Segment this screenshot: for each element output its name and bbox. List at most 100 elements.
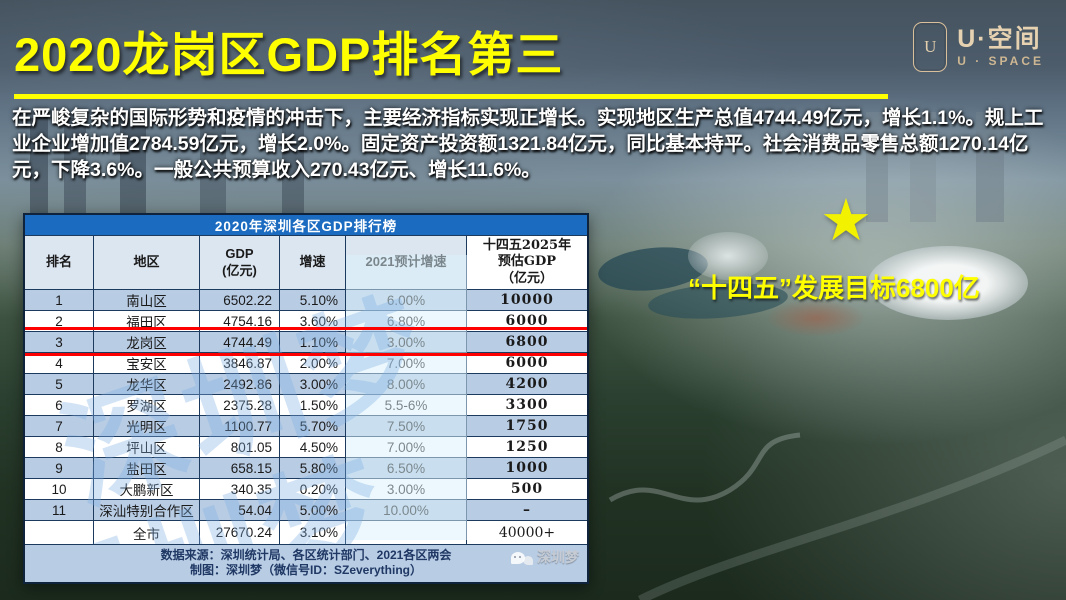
table-cell: 6000 <box>467 310 587 331</box>
table-cell: 2375.28 <box>200 394 280 415</box>
table-cell: 658.15 <box>200 457 280 478</box>
table-footer: 数据来源：深圳统计局、各区统计部门、2021各区两会 制图：深圳梦（微信号ID：… <box>25 544 587 582</box>
gdp-ranking-table: 2020年深圳各区GDP排行榜 排名 地区 GDP (亿元) 增速 2021预计… <box>23 213 589 584</box>
table-cell: 1000 <box>467 457 587 478</box>
table-cell: 4744.49 <box>200 331 280 352</box>
river-road-shape <box>608 432 1066 600</box>
column-header: 十四五2025年 预估GDP （亿元） <box>467 235 587 289</box>
table-cell: 3846.87 <box>200 352 280 373</box>
table-cell: 8.00% <box>346 373 467 394</box>
table-row: 10 大鹏新区 340.35 0.20% 3.00% 500 <box>25 478 587 499</box>
credit-line: 制图：深圳梦（微信号ID：SZeverything） <box>189 563 423 577</box>
table-row: 6 罗湖区 2375.28 1.50% 5.5-6% 3300 <box>25 394 587 415</box>
table-cell: 2 <box>25 310 94 331</box>
table-cell: 1.10% <box>280 331 346 352</box>
table-cell: 6.50% <box>346 457 467 478</box>
table-cell: 3300 <box>467 394 587 415</box>
table-cell: 5 <box>25 373 94 394</box>
goal-label: “十四五”发展目标6800亿 <box>688 273 980 303</box>
table-cell: 7 <box>25 415 94 436</box>
table-cell: – <box>467 499 587 520</box>
table-cell: 3.00% <box>346 331 467 352</box>
table-cell <box>346 520 467 544</box>
table-cell: 宝安区 <box>94 352 200 373</box>
table-cell: 10000 <box>467 289 587 310</box>
wechat-icon <box>523 555 533 565</box>
table-cell: 福田区 <box>94 310 200 331</box>
table-cell: 0.20% <box>280 478 346 499</box>
table-cell: 罗湖区 <box>94 394 200 415</box>
column-header: 2021预计增速 <box>346 235 467 289</box>
table-cell: 5.10% <box>280 289 346 310</box>
table-cell: 27670.24 <box>200 520 280 544</box>
table-cell: 1.50% <box>280 394 346 415</box>
table-cell: 10 <box>25 478 94 499</box>
table-cell: 坪山区 <box>94 436 200 457</box>
table-cell: 5.80% <box>280 457 346 478</box>
table-cell: 6000 <box>467 352 587 373</box>
table-cell: 光明区 <box>94 415 200 436</box>
table-cell: 10.00% <box>346 499 467 520</box>
table-cell: 3.60% <box>280 310 346 331</box>
table-cell: 6 <box>25 394 94 415</box>
table-row: 7 光明区 1100.77 5.70% 7.50% 1750 <box>25 415 587 436</box>
table-cell: 340.35 <box>200 478 280 499</box>
table-cell: 40000+ <box>467 520 587 544</box>
table-cell: 4754.16 <box>200 310 280 331</box>
table-row: 3 龙岗区 4744.49 1.10% 3.00% 6800 <box>25 331 587 352</box>
table-row: 2 福田区 4754.16 3.60% 6.80% 6000 <box>25 310 587 331</box>
table-cell: 3.00% <box>346 478 467 499</box>
table-row: 1 南山区 6502.22 5.10% 6.00% 10000 <box>25 289 587 310</box>
table-cell: 6.00% <box>346 289 467 310</box>
table-cell: 7.00% <box>346 352 467 373</box>
table-cell: 1100.77 <box>200 415 280 436</box>
table-cell: 4.50% <box>280 436 346 457</box>
table-cell: 深汕特别合作区 <box>94 499 200 520</box>
slide-title: 2020龙岗区GDP排名第三 <box>14 28 564 81</box>
table-cell: 1750 <box>467 415 587 436</box>
table-cell: 6.80% <box>346 310 467 331</box>
table-cell: 6800 <box>467 331 587 352</box>
table-title: 2020年深圳各区GDP排行榜 <box>25 215 587 235</box>
table-cell: 500 <box>467 478 587 499</box>
table-row: 4 宝安区 3846.87 2.00% 7.00% 6000 <box>25 352 587 373</box>
uspace-badge-icon: U <box>913 22 948 72</box>
table-cell: 2.00% <box>280 352 346 373</box>
wechat-icon <box>511 551 525 564</box>
table-cell: 6502.22 <box>200 289 280 310</box>
star-icon: ★ <box>820 188 872 253</box>
table-cell: 全市 <box>94 520 200 544</box>
uspace-logo: U U·空间 U · SPACE <box>913 22 1044 72</box>
wechat-account-name: 深圳梦 <box>537 549 579 565</box>
table-cell: 5.70% <box>280 415 346 436</box>
table-cell: 3.00% <box>280 373 346 394</box>
table-cell: 7.50% <box>346 415 467 436</box>
table-cell: 2492.86 <box>200 373 280 394</box>
table-row: 11 深汕特别合作区 54.04 5.00% 10.00% – <box>25 499 587 520</box>
table-cell <box>25 520 94 544</box>
table-cell: 9 <box>25 457 94 478</box>
logo-name-en: U · SPACE <box>957 54 1044 69</box>
table-cell: 801.05 <box>200 436 280 457</box>
table-row: 全市 27670.24 3.10% 40000+ <box>25 520 587 544</box>
column-header: GDP (亿元) <box>200 235 280 289</box>
table-cell: 4200 <box>467 373 587 394</box>
table-row: 9 盐田区 658.15 5.80% 6.50% 1000 <box>25 457 587 478</box>
table-cell: 3.10% <box>280 520 346 544</box>
table-cell: 1250 <box>467 436 587 457</box>
table-cell: 1 <box>25 289 94 310</box>
data-source-line: 数据来源：深圳统计局、各区统计部门、2021各区两会 <box>160 548 452 562</box>
wechat-watermark: 深圳梦 <box>511 550 579 565</box>
table-cell: 54.04 <box>200 499 280 520</box>
column-header: 排名 <box>25 235 94 289</box>
column-header: 地区 <box>94 235 200 289</box>
table-cell: 大鹏新区 <box>94 478 200 499</box>
table-cell: 5.00% <box>280 499 346 520</box>
intro-paragraph: 在严峻复杂的国际形势和疫情的冲击下，主要经济指标实现正增长。实现地区生产总值47… <box>12 107 1044 181</box>
table-cell: 龙华区 <box>94 373 200 394</box>
table-cell: 11 <box>25 499 94 520</box>
table-cell: 7.00% <box>346 436 467 457</box>
table-cell: 5.5-6% <box>346 394 467 415</box>
table-cell: 4 <box>25 352 94 373</box>
